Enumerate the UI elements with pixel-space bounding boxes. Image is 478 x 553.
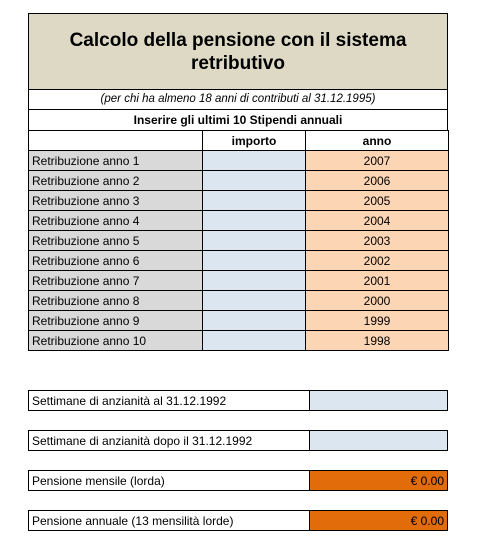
table-row: Retribuzione anno 6 2002 (28, 250, 449, 271)
table-row: Retribuzione anno 7 2001 (28, 270, 449, 291)
row-label: Retribuzione anno 5 (28, 230, 203, 251)
row-label: Retribuzione anno 9 (28, 310, 203, 331)
row-label: Retribuzione anno 3 (28, 190, 203, 211)
importo-input-cell[interactable] (202, 190, 306, 211)
importo-input-cell[interactable] (202, 310, 306, 331)
table-row: Retribuzione anno 10 1998 (28, 330, 449, 351)
anno-cell[interactable]: 1999 (305, 310, 449, 331)
anno-cell[interactable]: 2004 (305, 210, 449, 231)
salary-table: importo anno Retribuzione anno 1 2007 Re… (28, 130, 449, 351)
row-label: Retribuzione anno 4 (28, 210, 203, 231)
importo-input-cell[interactable] (202, 290, 306, 311)
importo-input-cell[interactable] (202, 250, 306, 271)
table-row: Retribuzione anno 3 2005 (28, 190, 449, 211)
anno-cell[interactable]: 2001 (305, 270, 449, 291)
row-label: Retribuzione anno 10 (28, 330, 203, 351)
table-row: Retribuzione anno 4 2004 (28, 210, 449, 231)
monthly-pension-value: € 0.00 (310, 471, 447, 490)
anno-cell[interactable]: 2005 (305, 190, 449, 211)
header-anno: anno (305, 130, 449, 151)
anno-cell[interactable]: 2006 (305, 170, 449, 191)
table-row: Retribuzione anno 5 2003 (28, 230, 449, 251)
table-header-row: importo anno (28, 130, 449, 151)
importo-input-cell[interactable] (202, 230, 306, 251)
weeks-before-row: Settimane di anzianità al 31.12.1992 (28, 390, 448, 411)
page-title-text: Calcolo della pensione con il sistema re… (69, 29, 407, 74)
importo-input-cell[interactable] (202, 170, 306, 191)
header-importo: importo (202, 130, 306, 151)
table-row: Retribuzione anno 8 2000 (28, 290, 449, 311)
header-label-cell (28, 130, 203, 151)
importo-input-cell[interactable] (202, 210, 306, 231)
table-row: Retribuzione anno 1 2007 (28, 150, 449, 171)
annual-pension-value: € 0.00 (310, 511, 447, 530)
monthly-pension-label: Pensione mensile (lorda) (29, 471, 310, 490)
importo-input-cell[interactable] (202, 330, 306, 351)
row-label: Retribuzione anno 6 (28, 250, 203, 271)
subtitle-text: (per chi ha almeno 18 anni di contributi… (100, 93, 376, 105)
page-title: Calcolo della pensione con il sistema re… (28, 13, 448, 90)
anno-cell[interactable]: 2002 (305, 250, 449, 271)
table-row: Retribuzione anno 9 1999 (28, 310, 449, 331)
importo-input-cell[interactable] (202, 150, 306, 171)
anno-cell[interactable]: 2003 (305, 230, 449, 251)
instruction-text: Inserire gli ultimi 10 Stipendi annuali (133, 113, 343, 127)
weeks-before-label: Settimane di anzianità al 31.12.1992 (29, 391, 310, 410)
weeks-after-row: Settimane di anzianità dopo il 31.12.199… (28, 430, 448, 451)
annual-pension-label: Pensione annuale (13 mensilità lorde) (29, 511, 310, 530)
monthly-pension-row: Pensione mensile (lorda) € 0.00 (28, 470, 448, 491)
row-label: Retribuzione anno 8 (28, 290, 203, 311)
anno-cell[interactable]: 1998 (305, 330, 449, 351)
importo-input-cell[interactable] (202, 270, 306, 291)
weeks-before-input[interactable] (310, 391, 447, 410)
instruction: Inserire gli ultimi 10 Stipendi annuali (28, 110, 448, 131)
row-label: Retribuzione anno 1 (28, 150, 203, 171)
row-label: Retribuzione anno 7 (28, 270, 203, 291)
anno-cell[interactable]: 2007 (305, 150, 449, 171)
weeks-after-input[interactable] (310, 431, 447, 450)
row-label: Retribuzione anno 2 (28, 170, 203, 191)
anno-cell[interactable]: 2000 (305, 290, 449, 311)
subtitle: (per chi ha almeno 18 anni di contributi… (28, 89, 448, 110)
table-row: Retribuzione anno 2 2006 (28, 170, 449, 191)
weeks-after-label: Settimane di anzianità dopo il 31.12.199… (29, 431, 310, 450)
annual-pension-row: Pensione annuale (13 mensilità lorde) € … (28, 510, 448, 531)
